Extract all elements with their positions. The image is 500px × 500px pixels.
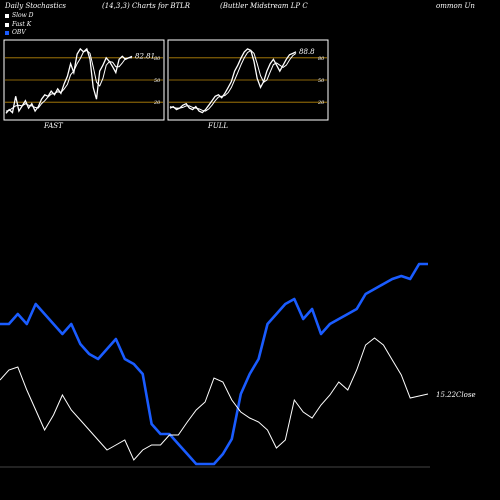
legend-fast-k: Fast K (5, 21, 31, 28)
price-line (0, 337, 429, 461)
chart-title: Daily Stochastics (5, 2, 67, 10)
level-label-20: 20 (317, 100, 325, 106)
panel-label-fast: FAST (44, 122, 63, 130)
level-label-50: 50 (154, 78, 161, 84)
level-label-20: 20 (153, 100, 161, 106)
level-label-50: 50 (318, 78, 325, 84)
fast-k-line (169, 48, 297, 114)
level-label-80: 80 (154, 56, 161, 62)
fast-k-line (5, 47, 133, 114)
level-label-80: 80 (318, 56, 325, 62)
legend-slow-d: Slow D (5, 12, 34, 19)
legend-swatch-fast-k (5, 22, 9, 27)
legend-swatch-slow-d (5, 13, 9, 18)
panel-last-value: 82.81 (135, 52, 155, 60)
legend-label-fast-k: Fast K (12, 21, 32, 28)
legend-label-slow-d: Slow D (12, 12, 34, 19)
company-name-tail: ommon Un (436, 2, 475, 10)
slow-d-line (169, 49, 297, 112)
legend-obv: OBV (5, 29, 26, 36)
panel-last-value: 88.8 (299, 48, 315, 56)
legend-swatch-obv (5, 30, 9, 35)
obv-line (0, 262, 428, 466)
legend-label-obv: OBV (12, 29, 26, 36)
company-name: (Buttler Midstream LP C (220, 2, 308, 10)
price-close-label: 15.22Close (436, 391, 476, 399)
chart-params: (14,3,3) Charts for BTLR (102, 2, 191, 10)
panel-label-full: FULL (208, 122, 229, 130)
